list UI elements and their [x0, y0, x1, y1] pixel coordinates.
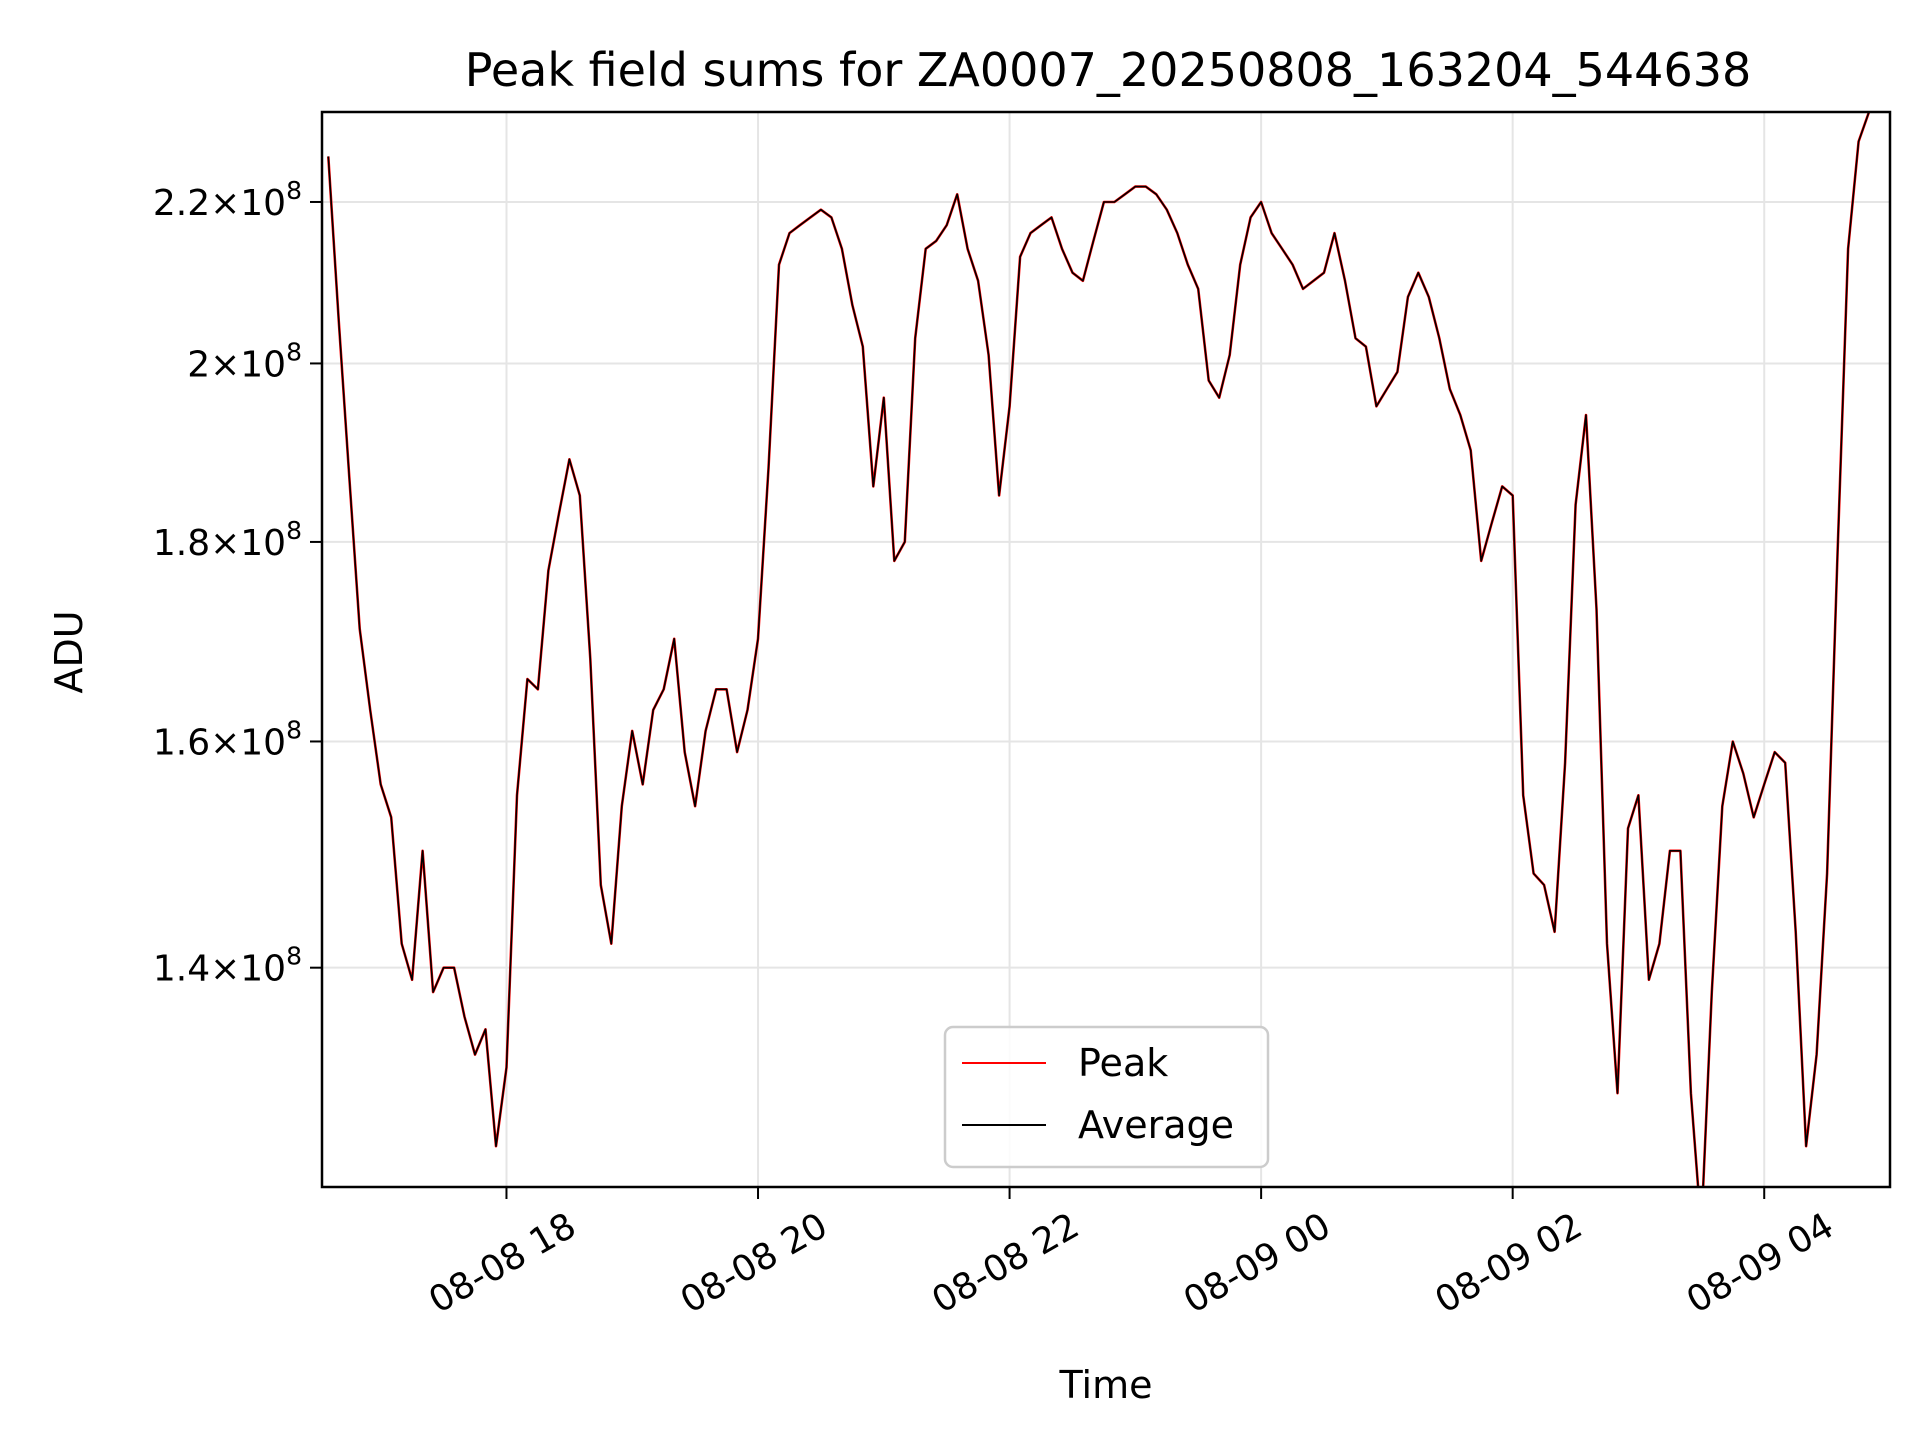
y-tick-label: 1.4×108: [153, 942, 302, 990]
y-tick-label: 2.2×108: [153, 176, 302, 224]
legend-label-average: Average: [1078, 1103, 1234, 1147]
y-axis: 1.4×108 1.6×108 1.8×108 2×108 2.2×108: [153, 176, 322, 990]
legend: Peak Average: [943, 1025, 1270, 1169]
x-axis-label: Time: [1059, 1363, 1153, 1407]
chart-title: Peak field sums for ZA0007_20250808_1632…: [465, 43, 1752, 97]
plot-frame: [320, 110, 1892, 1189]
legend-label-peak: Peak: [1078, 1041, 1168, 1085]
y-tick-label: 1.8×108: [153, 516, 302, 564]
y-tick-label: 1.6×108: [153, 715, 302, 763]
series-lines: [327, 112, 1871, 1187]
y-axis-label: ADU: [47, 610, 91, 693]
y-tick-label: 2×108: [187, 337, 302, 385]
series-line-average: [327, 112, 1870, 1187]
